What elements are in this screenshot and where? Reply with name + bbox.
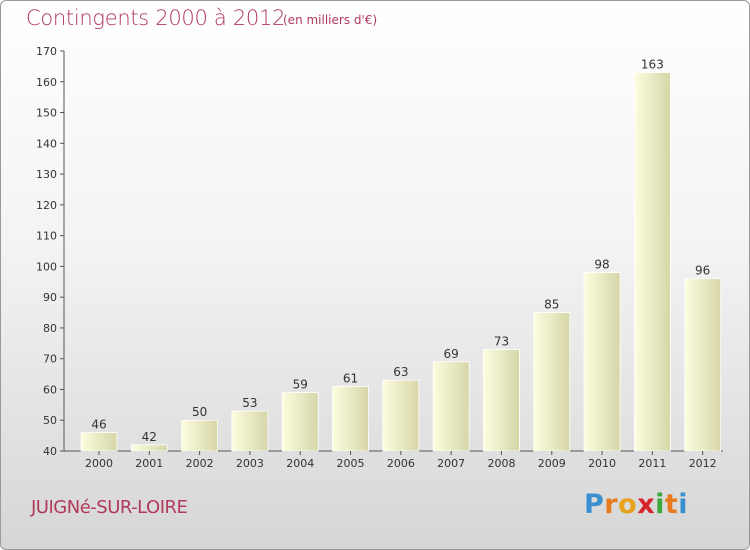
data-label: 69 [444, 347, 459, 361]
proxiti-logo: Proxiti [584, 489, 688, 520]
bar [432, 361, 470, 452]
bar [281, 392, 319, 452]
bar [483, 349, 520, 452]
x-tick-label: 2004 [286, 457, 314, 470]
y-tick-label: 120 [36, 199, 57, 212]
bar [382, 379, 420, 452]
place-name: JUIGNé-SUR-LOIRE [31, 497, 188, 518]
y-tick-label: 80 [43, 322, 57, 335]
logo-letter: o [618, 489, 638, 520]
logo-letter: P [584, 489, 605, 520]
bar [80, 432, 118, 452]
data-label: 163 [641, 58, 664, 72]
bar [533, 312, 571, 452]
data-label: 96 [695, 264, 710, 278]
bar [130, 444, 168, 452]
bar [332, 385, 369, 452]
y-tick-label: 40 [43, 445, 57, 458]
y-tick-label: 170 [36, 45, 57, 58]
data-label: 63 [393, 365, 408, 379]
x-tick-label: 2000 [85, 457, 113, 470]
data-label: 61 [343, 371, 358, 385]
x-tick-label: 2011 [638, 457, 666, 470]
data-label: 53 [242, 396, 257, 410]
y-tick-label: 50 [43, 414, 57, 427]
x-tick-label: 2009 [538, 457, 566, 470]
logo-letter: i [678, 489, 689, 520]
y-tick-label: 150 [36, 107, 57, 120]
data-label: 46 [91, 418, 106, 432]
x-tick-label: 2008 [487, 457, 515, 470]
x-tick-label: 2010 [588, 457, 616, 470]
logo-letter: x [637, 489, 656, 520]
bar [583, 272, 621, 452]
data-label: 73 [494, 334, 509, 348]
y-tick-label: 130 [36, 168, 57, 181]
x-tick-label: 2002 [186, 457, 214, 470]
logo-letter: i [655, 489, 665, 520]
bar [633, 72, 671, 452]
data-label: 59 [293, 378, 308, 392]
bar [684, 278, 722, 452]
x-tick-label: 2005 [337, 457, 365, 470]
x-tick-label: 2003 [236, 457, 264, 470]
logo-letter: r [604, 489, 619, 520]
data-label: 98 [594, 258, 609, 272]
y-tick-label: 160 [36, 76, 57, 89]
data-label: 85 [544, 298, 559, 312]
y-tick-label: 90 [43, 291, 57, 304]
logo-letter: t [664, 489, 679, 520]
y-tick-label: 110 [36, 230, 57, 243]
x-tick-label: 2007 [437, 457, 465, 470]
bar [231, 410, 269, 452]
chart-title: Contingents 2000 à 2012 [26, 6, 286, 30]
x-tick-label: 2006 [387, 457, 415, 470]
x-tick-label: 2001 [135, 457, 163, 470]
y-tick-label: 140 [36, 137, 57, 150]
y-tick-label: 60 [43, 383, 57, 396]
bar [181, 419, 219, 452]
chart-subtitle: (en milliers d'€) [283, 13, 378, 27]
y-tick-label: 70 [43, 353, 57, 366]
x-tick-label: 2012 [689, 457, 717, 470]
data-label: 42 [142, 430, 157, 444]
y-tick-label: 100 [36, 260, 57, 273]
data-label: 50 [192, 405, 207, 419]
